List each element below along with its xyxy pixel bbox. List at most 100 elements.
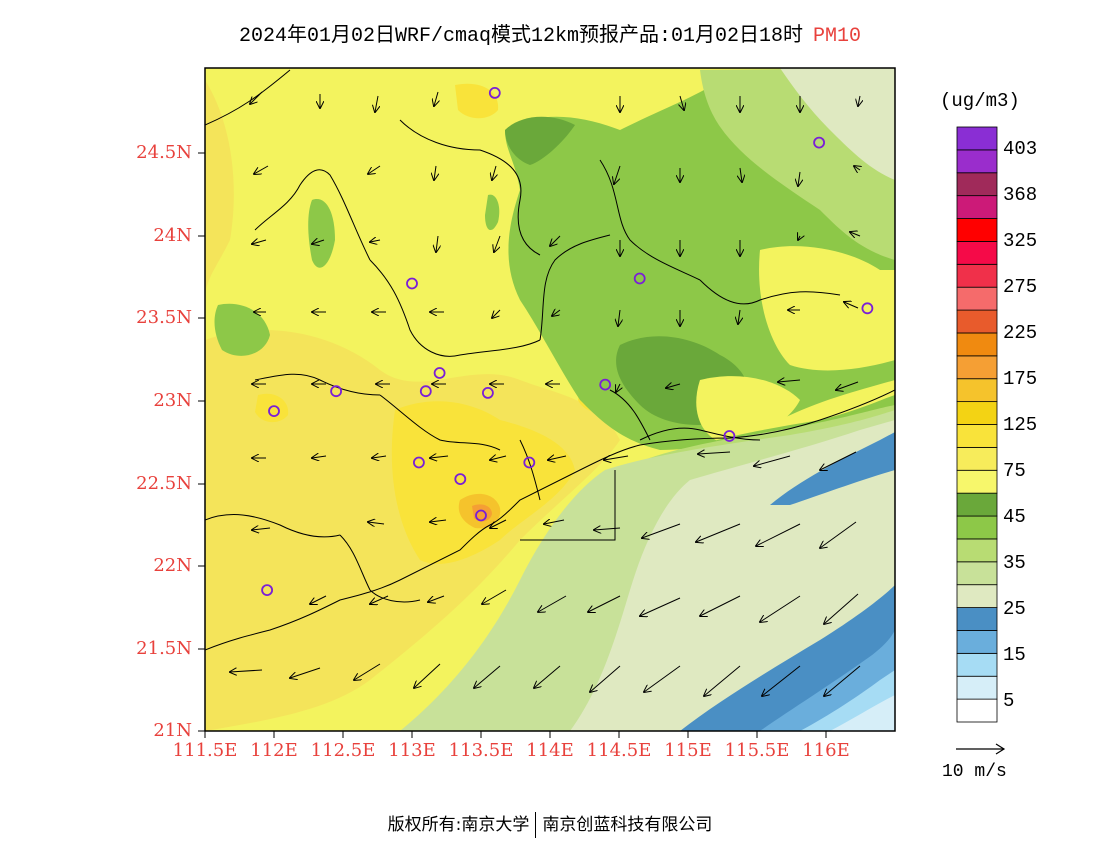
colorbar-swatch: [956, 332, 998, 357]
colorbar-swatch: [956, 652, 998, 677]
pm10-band-125: [391, 401, 575, 564]
colorbar-swatch: [956, 378, 998, 403]
map-title: 2024年01月02日WRF/cmaq模式12km预报产品:01月02日18时 P…: [0, 18, 1100, 48]
colorbar-swatch: [956, 424, 998, 448]
colorbar-swatch: [956, 446, 998, 471]
colorbar-swatch: [956, 675, 998, 700]
colorbar-label: 45: [1003, 506, 1026, 528]
colorbar-label: 403: [1003, 138, 1038, 160]
colorbar-swatch: [956, 561, 998, 586]
colorbar-label: 225: [1003, 322, 1038, 344]
colorbar-swatch: [956, 286, 998, 311]
colorbar-label: 125: [1003, 414, 1038, 436]
wind-vectors: [230, 91, 860, 696]
colorbar-swatch: [956, 401, 998, 425]
station-marker: [268, 405, 280, 418]
pm10-band-45-w1: [214, 303, 270, 356]
station-marker: [261, 584, 274, 596]
station-marker: [481, 386, 494, 399]
wind-scale-label: 10 m/s: [942, 762, 1007, 782]
station-marker: [475, 509, 487, 522]
lat-label: 21N: [153, 720, 192, 741]
lon-label: 112E: [250, 740, 298, 761]
lat-label: 22.5N: [136, 473, 192, 494]
lon-label: 114.5E: [586, 740, 652, 761]
colorbar-label: 5: [1003, 690, 1015, 712]
pm10-band-125-b: [455, 83, 499, 119]
title-text: 2024年01月02日WRF/cmaq模式12km预报产品:01月02日18时: [238, 25, 804, 48]
station-marker: [633, 272, 646, 285]
colorbar-swatch: [956, 355, 998, 380]
colorbar: [956, 126, 998, 723]
station-marker: [433, 367, 446, 379]
colorbar-swatch: [956, 263, 998, 288]
colorbar-swatch: [956, 607, 998, 631]
pm10-band-15-sea: [770, 432, 895, 505]
pm10-band-75-ne: [759, 246, 895, 371]
colorbar-swatch: [956, 126, 998, 151]
footer-divider: [535, 812, 537, 838]
colorbar-label: 35: [1003, 552, 1026, 574]
station-marker: [813, 136, 825, 149]
station-marker: [419, 385, 432, 398]
pm10-band-75-e: [696, 376, 800, 445]
pm10-band-45-w3: [485, 194, 500, 231]
pm10-band-25: [780, 68, 895, 180]
lat-label: 21.5N: [136, 638, 192, 659]
lon-label: 114E: [526, 740, 574, 761]
colorbar-swatch: [956, 309, 998, 334]
station-marker: [523, 456, 536, 469]
station-markers: [261, 87, 874, 596]
colorbar-label: 325: [1003, 230, 1038, 252]
station-marker: [454, 473, 467, 486]
colorbar-swatch: [956, 698, 998, 723]
pm10-band-75-north: [205, 80, 234, 300]
colorbar-unit: (ug/m3): [940, 90, 1020, 112]
lon-label: 115.5E: [724, 740, 790, 761]
axis-ticks: [198, 152, 827, 738]
station-marker: [488, 87, 501, 99]
colorbar-swatch: [956, 492, 998, 517]
station-marker: [406, 277, 418, 290]
footer: 版权所有:南京大学 南京创蓝科技有限公司: [0, 810, 1100, 838]
lon-label: 115E: [664, 740, 712, 761]
station-marker: [330, 385, 343, 398]
station-marker: [599, 378, 612, 391]
pm10-band-125-a: [255, 393, 289, 423]
colorbar-label: 75: [1003, 460, 1026, 482]
colorbar-label: 15: [1003, 644, 1026, 666]
lon-label: 112.5E: [310, 740, 376, 761]
lat-label: 23.5N: [136, 307, 192, 328]
colorbar-swatch: [956, 630, 998, 654]
colorbar-swatch: [956, 195, 998, 219]
wind-scale-arrow: [956, 743, 1006, 755]
station-marker: [412, 456, 425, 469]
colorbar-swatch: [956, 241, 998, 265]
lon-label: 113.5E: [448, 740, 514, 761]
colorbar-label: 25: [1003, 598, 1026, 620]
colorbar-swatch: [956, 149, 998, 174]
colorbar-label: 175: [1003, 368, 1038, 390]
colorbar-swatch: [956, 469, 998, 494]
company-text: 南京创蓝科技有限公司: [542, 815, 713, 835]
colorbar-swatch: [956, 538, 998, 563]
lat-label: 24N: [153, 225, 192, 246]
colorbar-swatch: [956, 515, 998, 540]
station-marker: [723, 430, 736, 442]
lon-label: 113E: [388, 740, 436, 761]
pollutant-label: PM10: [813, 25, 862, 48]
copyright-text: 版权所有:南京大学: [387, 815, 530, 835]
pm10-band-45-w2: [308, 199, 335, 268]
colorbar-label: 368: [1003, 184, 1038, 206]
station-marker: [861, 302, 874, 315]
colorbar-swatch: [956, 218, 998, 242]
lon-label: 111.5E: [172, 740, 238, 761]
lat-label: 22N: [153, 555, 192, 576]
pm10-band-45-dark: [505, 116, 575, 165]
colorbar-swatch: [956, 584, 998, 608]
colorbar-label: 275: [1003, 276, 1038, 298]
lon-label: 116E: [802, 740, 850, 761]
lat-label: 23N: [153, 390, 192, 411]
lat-label: 24.5N: [136, 142, 192, 163]
